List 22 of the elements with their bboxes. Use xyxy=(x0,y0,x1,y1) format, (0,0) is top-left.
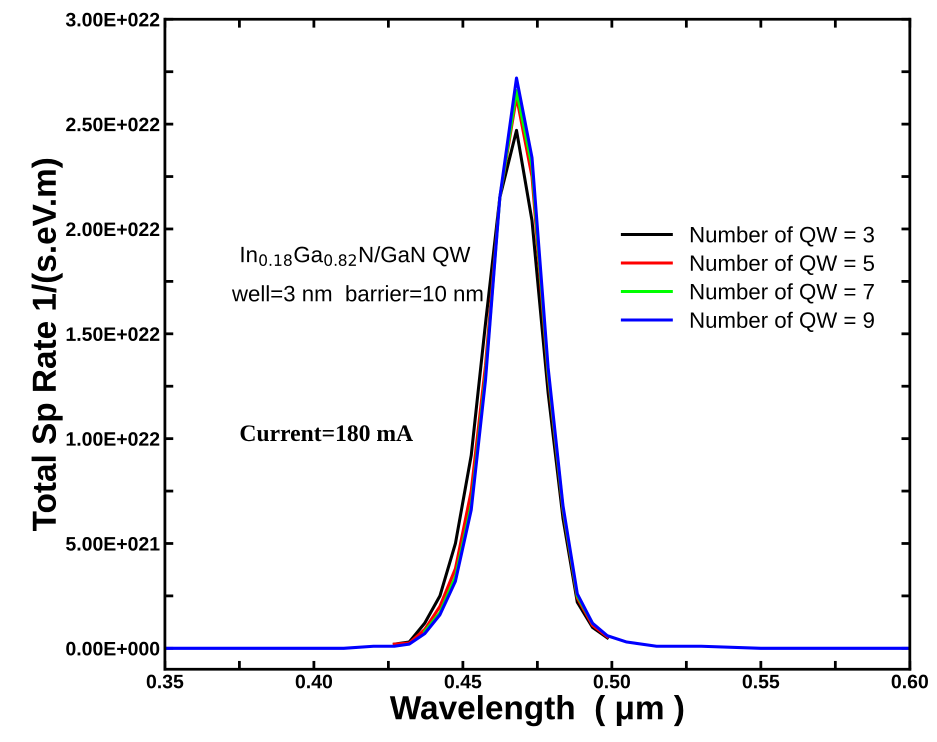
legend-label: Number of QW = 7 xyxy=(690,283,874,304)
legend-label: Number of QW = 3 xyxy=(690,226,874,246)
y-tick-label: 1.00E+022 xyxy=(66,432,160,446)
y-axis-title: Total Sp Rate 1/(s.eV.m) xyxy=(32,158,63,532)
y-tick-label: 1.50E+022 xyxy=(66,327,160,342)
legend-label: Number of QW = 5 xyxy=(690,254,874,275)
annotation: In$_{0.18}$Ga$_{0.82}$N/GaN QW xyxy=(241,246,470,266)
x-tick-label: 0.60 xyxy=(892,674,928,688)
x-tick-label: 0.35 xyxy=(146,674,184,688)
x-tick-label: 0.45 xyxy=(444,674,482,688)
y-tick-label: 5.00E+021 xyxy=(66,536,160,551)
y-tick-label: 2.50E+022 xyxy=(66,118,160,132)
y-tick-label: 0.00E+000 xyxy=(66,642,160,656)
y-tick-label: 3.00E+022 xyxy=(66,12,160,27)
x-axis-title: Wavelength ( μm ) xyxy=(390,695,684,726)
x-tick-label: 0.55 xyxy=(742,674,780,688)
annotation: well=3 nm barrier=10 nm xyxy=(232,285,482,302)
y-tick-label: 2.00E+022 xyxy=(66,222,160,236)
x-tick-label: 0.40 xyxy=(296,674,332,688)
annotation: Current=180 mA xyxy=(240,425,413,442)
legend-label: Number of QW = 9 xyxy=(690,312,874,332)
x-tick-label: 0.50 xyxy=(594,674,630,688)
